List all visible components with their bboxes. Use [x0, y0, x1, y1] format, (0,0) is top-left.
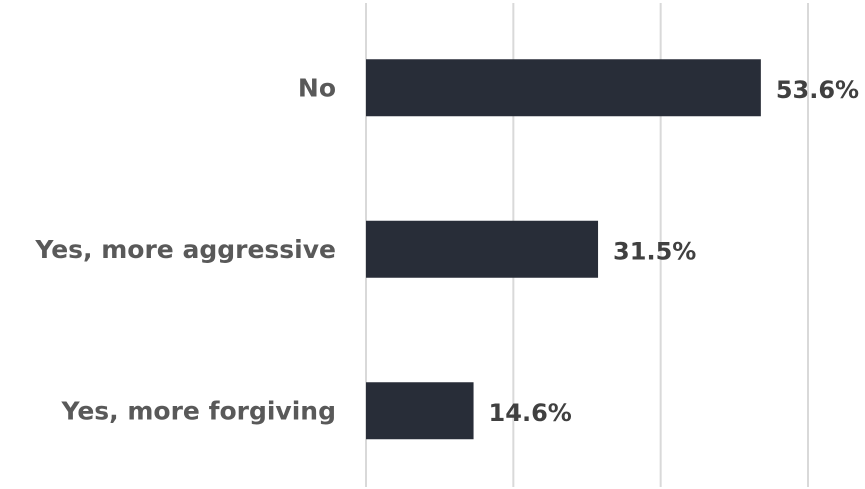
- value-label-1: 31.5%: [613, 237, 696, 265]
- bar-1: [366, 220, 599, 278]
- category-label-1: Yes, more aggressive: [34, 235, 336, 264]
- value-labels: 53.6% 31.5% 14.6%: [489, 76, 860, 427]
- value-label-2: 14.6%: [489, 399, 572, 427]
- bars: [366, 59, 761, 440]
- value-label-0: 53.6%: [776, 76, 859, 104]
- category-labels: No Yes, more aggressive Yes, more forgivin…: [34, 73, 336, 425]
- category-label-0: No: [298, 73, 336, 102]
- bar-0: [366, 59, 761, 117]
- category-label-2: Yes, more forgiving: [61, 396, 336, 425]
- bar-2: [366, 382, 474, 440]
